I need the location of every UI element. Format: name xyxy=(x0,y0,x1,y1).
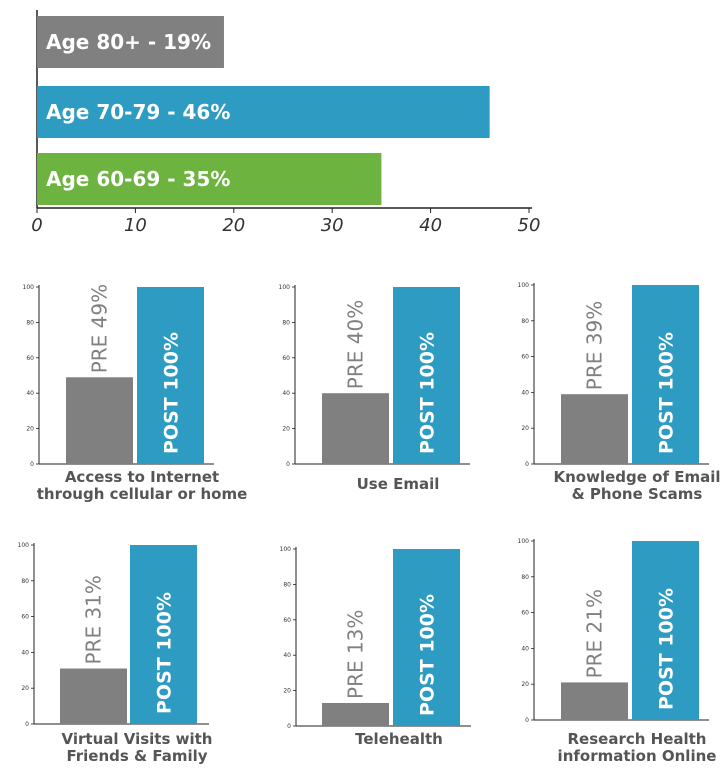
post-label: POST 100% xyxy=(154,592,176,714)
chart-caption: & Phone Scams xyxy=(572,485,703,503)
y-tick-label: 60 xyxy=(21,614,29,621)
pre-label: PRE 31% xyxy=(82,575,106,664)
y-tick-label: 0 xyxy=(525,461,529,468)
y-tick-label: 80 xyxy=(521,574,529,581)
age-x-tick-label: 50 xyxy=(518,215,541,236)
pre-post-chart: 0 20 40 60 80 100 PRE 39% POST 100% Knowledge of… xyxy=(518,282,721,503)
chart-caption: through cellular or home xyxy=(37,485,248,503)
y-tick-label: 100 xyxy=(18,542,30,549)
y-tick-label: 20 xyxy=(521,425,529,432)
y-tick-label: 40 xyxy=(282,390,290,397)
age-bar xyxy=(37,86,490,138)
pre-label: PRE 40% xyxy=(344,300,368,389)
post-label: POST 100% xyxy=(417,332,439,454)
y-tick-label: 40 xyxy=(521,389,529,396)
y-tick-label: 60 xyxy=(26,355,34,362)
pre-bar xyxy=(66,377,133,464)
post-bar xyxy=(130,545,197,724)
pre-post-chart: 0 20 40 60 80 100 PRE 13% POST 100% Telehealth xyxy=(280,546,471,748)
pre-label: PRE 49% xyxy=(88,284,112,373)
age-x-tick-label: 30 xyxy=(321,215,344,236)
y-tick-label: 80 xyxy=(283,581,291,588)
post-bar xyxy=(632,285,699,464)
y-tick-label: 100 xyxy=(280,546,292,553)
y-tick-label: 80 xyxy=(21,578,29,585)
y-tick-label: 0 xyxy=(30,461,34,468)
y-tick-label: 40 xyxy=(283,652,291,659)
y-tick-label: 20 xyxy=(521,681,529,688)
y-tick-label: 60 xyxy=(283,617,291,624)
age-x-tick-label: 20 xyxy=(222,215,245,236)
y-tick-label: 100 xyxy=(518,538,530,545)
y-tick-label: 40 xyxy=(21,649,29,656)
chart-caption: Access to Internet xyxy=(65,468,219,486)
y-tick-label: 0 xyxy=(286,461,290,468)
y-tick-label: 80 xyxy=(26,319,34,326)
age-bar xyxy=(37,16,224,68)
pre-bar xyxy=(60,668,127,724)
y-tick-label: 20 xyxy=(26,426,34,433)
y-tick-label: 0 xyxy=(525,717,529,724)
y-tick-label: 20 xyxy=(283,688,291,695)
pre-post-chart: 0 20 40 60 80 100 PRE 40% POST 100% Use Email xyxy=(279,284,470,493)
y-tick-label: 80 xyxy=(282,319,290,326)
pre-post-chart: 0 20 40 60 80 100 PRE 49% POST 100% Access to In… xyxy=(23,284,248,503)
pre-label: PRE 39% xyxy=(583,301,607,390)
post-bar xyxy=(632,541,699,720)
pre-post-chart: 0 20 40 60 80 100 PRE 31% POST 100% Virtual Visi… xyxy=(18,542,213,765)
y-tick-label: 40 xyxy=(26,390,34,397)
chart-caption: Knowledge of Email xyxy=(554,468,721,486)
pre-bar xyxy=(322,393,389,464)
y-tick-label: 60 xyxy=(521,354,529,361)
y-tick-label: 60 xyxy=(521,610,529,617)
post-bar xyxy=(393,549,460,726)
chart-caption: Friends & Family xyxy=(66,747,207,765)
age-x-tick-label: 0 xyxy=(31,215,42,236)
chart-caption: Virtual Visits with xyxy=(62,730,213,748)
age-x-tick-label: 10 xyxy=(124,215,147,236)
y-tick-label: 0 xyxy=(25,721,29,728)
pre-label: PRE 13% xyxy=(344,610,368,699)
post-label: POST 100% xyxy=(161,332,183,454)
chart-caption: Telehealth xyxy=(355,730,443,748)
y-tick-label: 100 xyxy=(518,282,530,289)
chart-caption: Use Email xyxy=(357,475,440,493)
pre-label: PRE 21% xyxy=(583,589,607,678)
post-bar xyxy=(137,287,204,464)
pre-bar xyxy=(322,702,389,726)
y-tick-label: 60 xyxy=(282,355,290,362)
chart-caption: Research Health xyxy=(568,730,707,748)
chart-caption: information Online xyxy=(558,747,717,765)
y-tick-label: 0 xyxy=(287,723,291,730)
pre-bar xyxy=(561,394,628,464)
y-tick-label: 20 xyxy=(282,426,290,433)
age-x-tick-label: 40 xyxy=(419,215,442,236)
y-tick-label: 40 xyxy=(521,645,529,652)
post-label: POST 100% xyxy=(656,588,678,710)
age-bar-label: Age 60-69 - 35% xyxy=(46,167,230,191)
pre-post-chart: 0 20 40 60 80 100 PRE 21% POST 100% Research Hea… xyxy=(518,538,717,765)
y-tick-label: 20 xyxy=(21,685,29,692)
post-bar xyxy=(393,287,460,464)
y-tick-label: 100 xyxy=(279,284,291,291)
age-bar-label: Age 70-79 - 46% xyxy=(46,100,230,124)
age-bar-label: Age 80+ - 19% xyxy=(46,30,211,54)
post-label: POST 100% xyxy=(417,594,439,716)
age-bar xyxy=(37,153,382,205)
post-label: POST 100% xyxy=(656,332,678,454)
pre-bar xyxy=(561,682,628,720)
y-tick-label: 100 xyxy=(23,284,35,291)
y-tick-label: 80 xyxy=(521,318,529,325)
